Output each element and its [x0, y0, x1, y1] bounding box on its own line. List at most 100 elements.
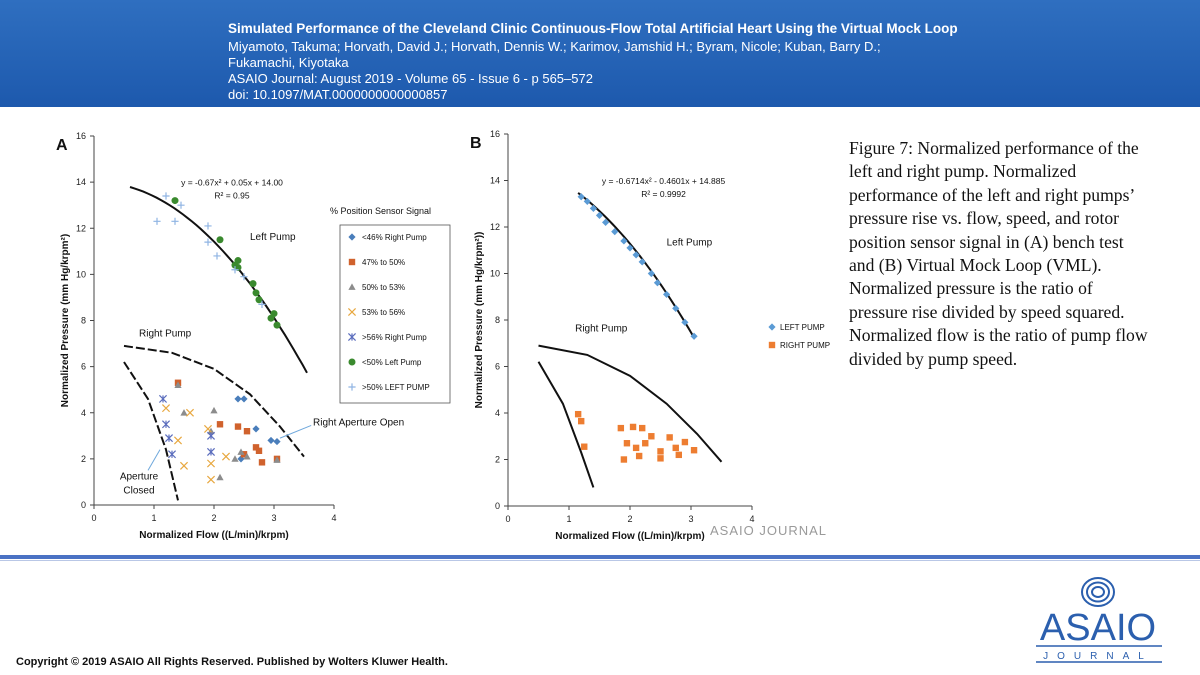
legend-marker: [348, 258, 356, 266]
data-point: [595, 211, 604, 219]
x-tick-label: 0: [91, 513, 96, 523]
data-point: [255, 447, 263, 455]
data-point: [620, 237, 628, 245]
legend-label: RIGHT PUMP: [780, 341, 830, 350]
data-point: [213, 252, 221, 260]
data-point: [690, 447, 698, 454]
header-banner: Simulated Performance of the Cleveland C…: [0, 0, 1200, 107]
data-point: [629, 423, 637, 431]
data-point: [231, 455, 239, 462]
data-point: [240, 273, 248, 281]
figure-caption: Figure 7: Normalized performance of the …: [849, 138, 1148, 369]
y-tick-label: 8: [495, 315, 500, 325]
data-point: [653, 279, 662, 287]
y-axis-label: Normalized Pressure (mm Hg/krpm²)): [474, 232, 485, 409]
data-point: [620, 456, 628, 463]
series-53-to-56-: [161, 404, 231, 484]
x-tick-label: 0: [505, 514, 510, 524]
data-point: [207, 427, 215, 435]
data-point: [635, 452, 643, 460]
data-point: [258, 459, 266, 466]
divider-rule-thin: [0, 560, 1200, 561]
data-point: [185, 408, 195, 417]
series-left-pump: [577, 193, 698, 340]
aperture-closed-curve: [537, 361, 595, 488]
annotation-right-aperture-open: Right Aperture Open: [313, 417, 404, 428]
legend-marker: [348, 358, 356, 366]
logo-name: ASAIO: [1040, 607, 1156, 649]
x-tick-label: 3: [688, 514, 693, 524]
y-tick-label: 12: [76, 223, 86, 233]
fit-equation: y = -0.67x² + 0.05x + 14.00: [181, 178, 283, 188]
data-point: [648, 433, 655, 440]
x-tick-label: 1: [566, 514, 571, 524]
data-point: [666, 434, 673, 441]
legend-label: >56% Right Pump: [362, 333, 427, 342]
data-point: [237, 448, 245, 455]
x-axis-label: Normalized Flow ((L/min)/krpm): [139, 530, 288, 541]
annotation-left-pump: Left Pump: [667, 238, 713, 249]
data-point: [675, 451, 682, 459]
y-tick-label: 0: [495, 501, 500, 511]
data-point: [657, 448, 664, 455]
data-point: [180, 409, 188, 416]
data-point: [273, 456, 281, 463]
data-point: [174, 381, 182, 388]
data-point: [158, 394, 168, 403]
legend-marker: [348, 383, 356, 391]
data-point: [642, 440, 649, 447]
data-point: [161, 404, 171, 413]
legend-label: >50% LEFT PUMP: [362, 383, 430, 392]
copyright: Copyright © 2019 ASAIO All Rights Reserv…: [16, 656, 448, 668]
legend-title: % Position Sensor Signal: [330, 206, 431, 216]
data-point: [632, 444, 640, 452]
data-point: [632, 251, 640, 259]
x-tick-label: 2: [627, 514, 632, 524]
y-tick-label: 6: [81, 362, 86, 372]
data-point: [657, 455, 664, 462]
data-point: [252, 425, 260, 433]
data-point: [216, 421, 224, 428]
x-tick-label: 3: [271, 513, 276, 523]
legend-label: 50% to 53%: [362, 283, 405, 292]
data-point: [623, 440, 631, 447]
data-point: [602, 218, 610, 226]
data-point: [273, 437, 281, 446]
data-point: [234, 395, 242, 403]
annotation-aperture-closed: Aperture: [120, 472, 159, 483]
data-point: [206, 475, 216, 484]
y-tick-label: 6: [495, 362, 500, 372]
legend-marker: [768, 323, 776, 331]
legend-marker: [768, 341, 776, 349]
legend-label: 53% to 56%: [362, 308, 405, 317]
legend-marker: [347, 307, 357, 317]
data-point: [206, 459, 216, 468]
legend-marker: [348, 233, 356, 241]
y-tick-label: 2: [81, 454, 86, 464]
aperture-open-curve: [538, 344, 723, 463]
data-point: [162, 192, 170, 200]
paper-title: Simulated Performance of the Cleveland C…: [228, 21, 958, 36]
fit-r-squared: R² = 0.9992: [641, 189, 686, 199]
data-point: [210, 406, 218, 414]
data-point: [617, 424, 625, 432]
data-point: [647, 269, 655, 278]
data-point: [252, 289, 260, 297]
y-tick-label: 0: [81, 500, 86, 510]
panel-label: A: [56, 137, 68, 154]
y-tick-label: 4: [495, 408, 500, 418]
data-point: [255, 296, 263, 304]
data-point: [164, 434, 174, 443]
data-point: [681, 438, 689, 446]
x-tick-label: 4: [749, 514, 754, 524]
watermark: ASAIO JOURNAL: [710, 523, 827, 538]
data-point: [177, 201, 185, 209]
data-point: [204, 238, 212, 246]
y-tick-label: 16: [490, 129, 500, 139]
data-point: [681, 318, 689, 326]
y-tick-label: 8: [81, 316, 86, 326]
data-point: [171, 217, 179, 225]
